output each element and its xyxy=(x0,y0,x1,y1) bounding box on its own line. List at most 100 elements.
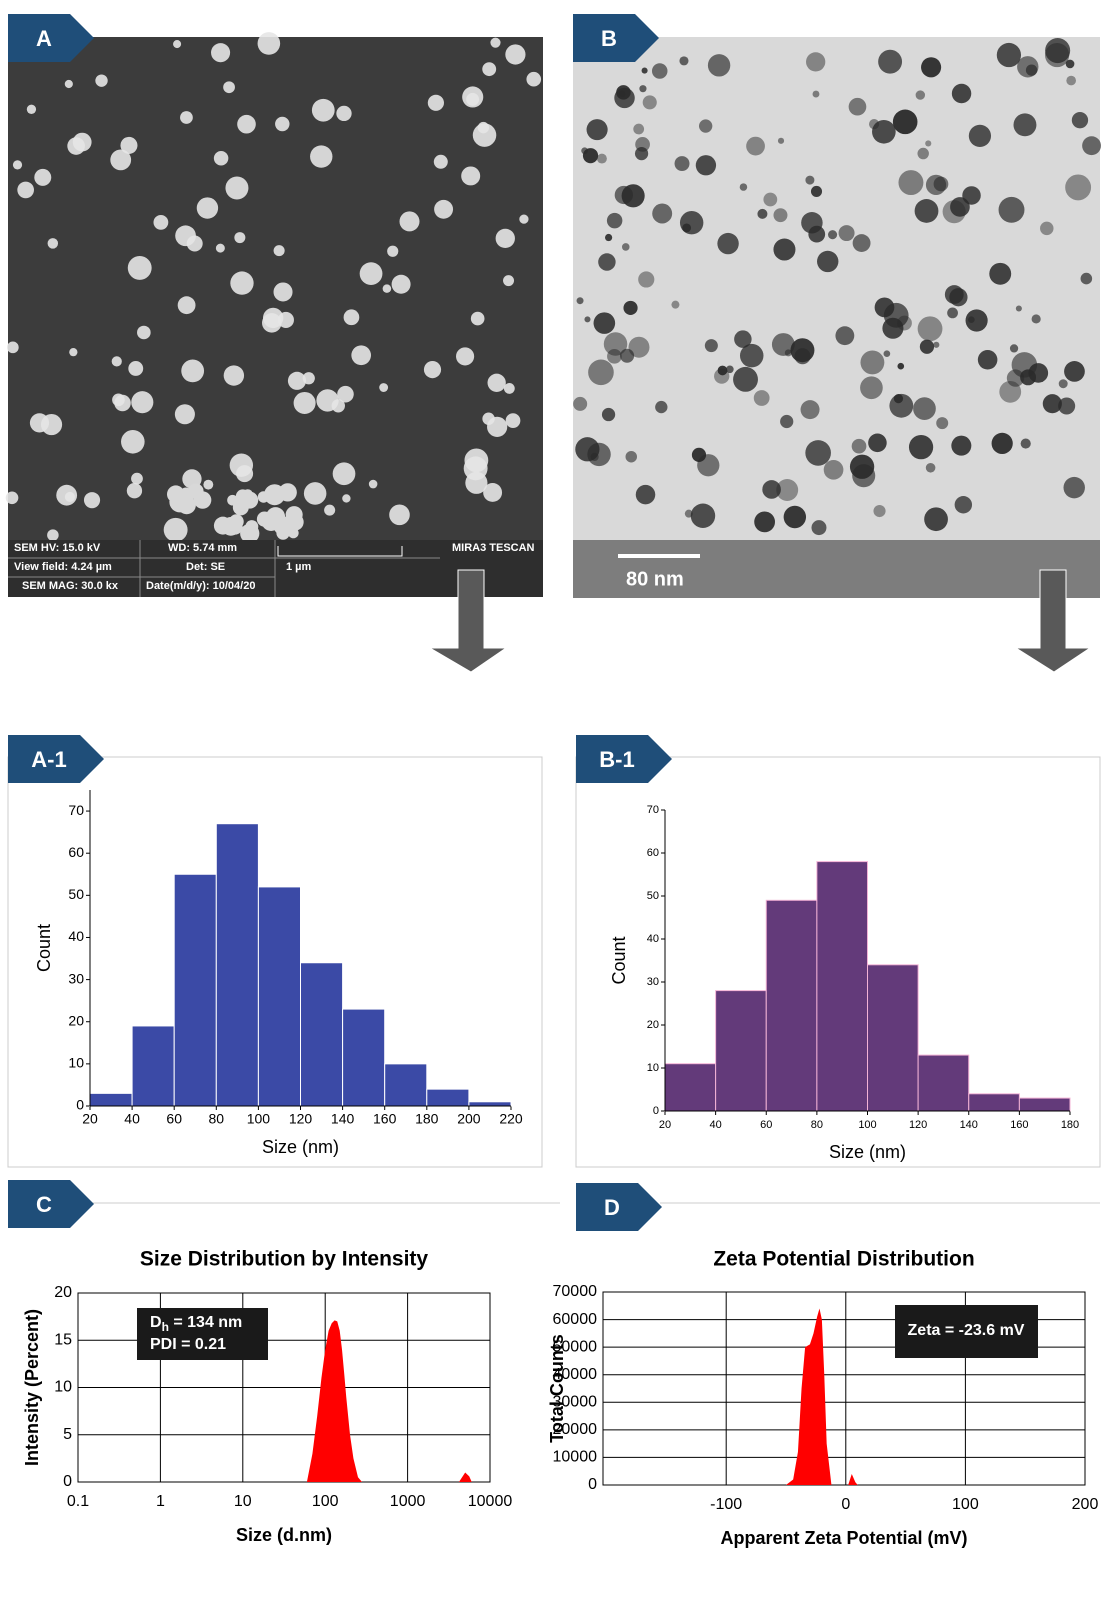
particle xyxy=(153,215,168,230)
x-tick-label: 80 xyxy=(811,1119,823,1131)
particle xyxy=(680,211,703,234)
particle xyxy=(41,414,62,435)
particle xyxy=(257,512,272,527)
particle xyxy=(6,491,19,504)
particle xyxy=(835,326,854,345)
annotation-symbol: D xyxy=(150,1314,162,1331)
bar xyxy=(301,963,343,1106)
y-tick-label: 20 xyxy=(54,1284,72,1301)
particle xyxy=(915,199,939,223)
particle xyxy=(679,56,688,65)
particle xyxy=(456,347,474,365)
x-tick-label: 200 xyxy=(1072,1496,1099,1513)
particle xyxy=(839,225,855,241)
particle xyxy=(811,520,826,535)
particle xyxy=(921,57,941,77)
particle xyxy=(131,391,153,413)
x-tick-label: 200 xyxy=(457,1111,481,1127)
particle xyxy=(269,492,280,503)
particle xyxy=(333,462,356,485)
sem-info: View field: 4.24 µm xyxy=(14,561,112,573)
particle xyxy=(121,430,145,454)
particle xyxy=(310,145,332,167)
y-tick-label: 20000 xyxy=(553,1421,598,1438)
particle xyxy=(387,246,398,257)
particle xyxy=(587,443,610,466)
particle xyxy=(274,245,285,256)
particle xyxy=(868,434,887,453)
particle xyxy=(180,488,191,499)
y-tick-label: 10 xyxy=(68,1055,84,1071)
particle xyxy=(920,340,934,354)
bar xyxy=(174,874,216,1106)
particle xyxy=(607,213,622,228)
particle xyxy=(1082,136,1101,155)
particle xyxy=(655,401,667,413)
particle xyxy=(1016,305,1022,311)
bar xyxy=(1019,1098,1070,1111)
particle xyxy=(623,301,637,315)
y-tick-label: 0 xyxy=(588,1476,597,1493)
particle xyxy=(1063,477,1084,498)
x-tick-label: 1 xyxy=(156,1493,165,1510)
particle xyxy=(342,494,350,502)
particle xyxy=(772,333,795,356)
particle xyxy=(878,50,902,74)
y-tick-label: 50 xyxy=(647,890,659,902)
bar xyxy=(716,991,767,1111)
particle xyxy=(175,404,195,424)
particle xyxy=(584,316,590,322)
y-tick-label: 40 xyxy=(647,933,659,945)
particle xyxy=(399,211,419,231)
particle xyxy=(633,124,644,135)
y-tick-label: 30 xyxy=(647,976,659,988)
bar xyxy=(665,1064,716,1111)
bar xyxy=(868,965,919,1111)
particle xyxy=(916,90,925,99)
particle xyxy=(434,200,453,219)
particle xyxy=(726,365,734,373)
x-tick-label: 100 xyxy=(312,1493,339,1510)
particle xyxy=(933,342,939,348)
particle xyxy=(223,81,235,93)
y-tick-label: 60 xyxy=(68,844,84,860)
particle xyxy=(605,234,612,241)
particle xyxy=(1081,273,1093,285)
particle xyxy=(718,366,728,376)
x-tick-label: 60 xyxy=(760,1119,772,1131)
particle xyxy=(893,110,918,135)
y-tick-label: 5 xyxy=(63,1426,72,1443)
particle xyxy=(483,483,502,502)
chart-title: Size Distribution by Intensity xyxy=(140,1248,429,1271)
particle xyxy=(173,40,181,48)
sem-info: Date(m/d/y): 10/04/20 xyxy=(146,580,255,592)
x-tick-label: 20 xyxy=(659,1119,671,1131)
particle xyxy=(131,473,143,485)
particle xyxy=(913,397,936,420)
particle xyxy=(894,394,903,403)
particle xyxy=(947,307,958,318)
particle xyxy=(638,271,654,287)
particle xyxy=(324,505,335,516)
particle xyxy=(1045,43,1069,67)
particle xyxy=(95,74,107,86)
particle xyxy=(428,95,444,111)
bar xyxy=(969,1094,1020,1111)
particle xyxy=(7,341,19,353)
particle xyxy=(482,62,496,76)
particle xyxy=(754,390,770,406)
particle xyxy=(636,485,656,505)
particle xyxy=(312,99,335,122)
particle xyxy=(496,229,515,248)
particle xyxy=(801,212,822,233)
x-tick-label: 1000 xyxy=(390,1493,426,1510)
particle xyxy=(757,209,767,219)
particle xyxy=(746,137,765,156)
y-axis-label: Intensity (Percent) xyxy=(22,1309,42,1466)
x-axis-label: Apparent Zeta Potential (mV) xyxy=(720,1528,967,1548)
particle xyxy=(873,505,885,517)
bar xyxy=(469,1102,511,1106)
annotation: Zeta = -23.6 mV xyxy=(908,1322,1025,1339)
particle xyxy=(945,285,964,304)
particle xyxy=(304,482,327,505)
